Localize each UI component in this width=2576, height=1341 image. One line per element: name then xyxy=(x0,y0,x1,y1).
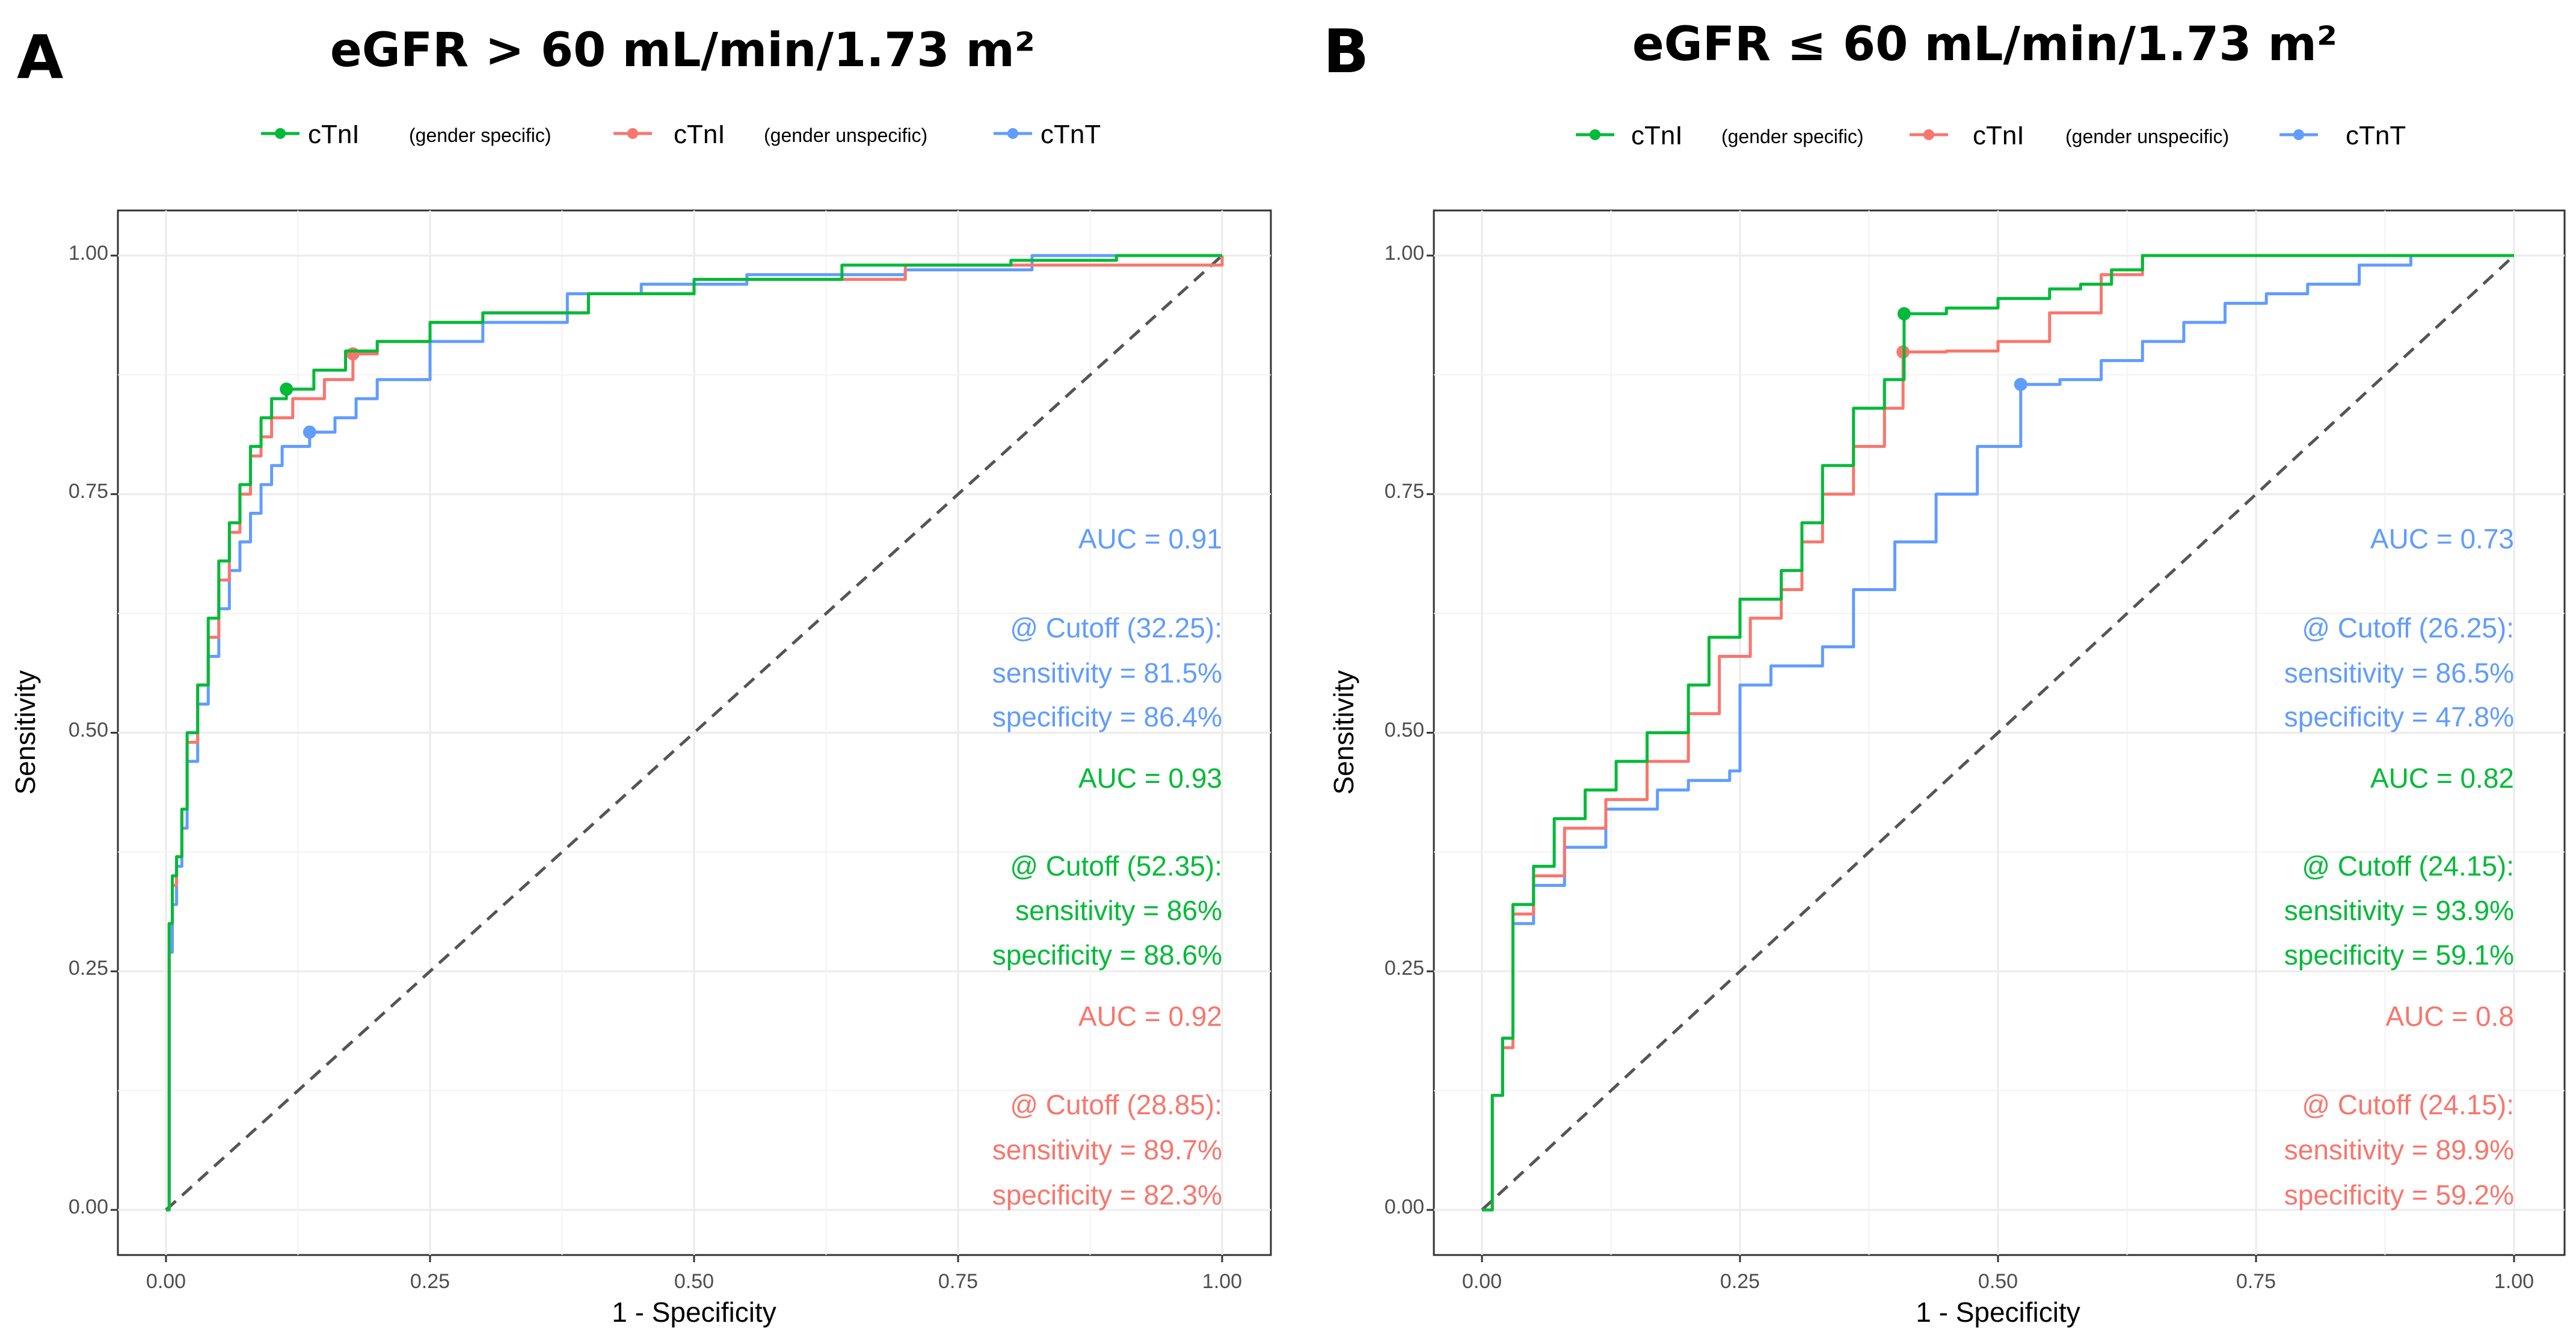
cutoff-point-ctnt xyxy=(2014,378,2027,391)
panel-a-letter: A xyxy=(17,22,63,93)
legend-item-ctni-gender-unspecific: cTnI (gender unspecific) xyxy=(613,120,927,149)
legend-qualifier: (gender specific) xyxy=(1721,126,1864,147)
specificity-label: specificity = 47.8% xyxy=(2284,701,2514,732)
legend-point xyxy=(275,128,286,139)
x-tick-label: 0.25 xyxy=(410,1270,450,1293)
panel-b-y-axis-label: Sensitivity xyxy=(1328,670,1359,794)
panel-b-annotations: AUC = 0.73 @ Cutoff (26.25): sensitivity… xyxy=(2284,523,2514,1211)
legend-item-ctnt: cTnT xyxy=(994,120,1101,149)
y-tick-label: 0.50 xyxy=(1385,719,1424,741)
panel-a-y-ticks: 0.00 0.25 0.50 0.75 1.00 xyxy=(69,242,108,1218)
y-tick-label: 1.00 xyxy=(69,242,108,265)
panel-b-title: eGFR ≤ 60 mL/min/1.73 m² xyxy=(1632,17,2337,72)
specificity-label: specificity = 59.1% xyxy=(2284,939,2514,971)
x-tick-label: 0.25 xyxy=(1720,1270,1760,1293)
legend-label: cTnT xyxy=(1041,120,1101,149)
specificity-label: specificity = 59.2% xyxy=(2284,1179,2514,1211)
specificity-label: specificity = 86.4% xyxy=(992,701,1222,732)
legend-qualifier: (gender specific) xyxy=(409,124,552,146)
auc-label: AUC = 0.73 xyxy=(2370,523,2514,554)
x-tick-label: 0.75 xyxy=(938,1270,978,1293)
x-tick-label: 1.00 xyxy=(1202,1270,1242,1293)
legend-point xyxy=(1923,129,1934,140)
panel-b-letter: B xyxy=(1323,16,1369,87)
sensitivity-label: sensitivity = 93.9% xyxy=(2284,895,2514,926)
panel-a: A eGFR > 60 mL/min/1.73 m² cTnI (gender … xyxy=(10,22,1272,1328)
auc-label: AUC = 0.92 xyxy=(1078,1001,1222,1032)
legend-label: cTnT xyxy=(2346,121,2406,150)
x-tick-label: 0.00 xyxy=(1462,1270,1502,1293)
x-tick-label: 0.00 xyxy=(146,1270,186,1293)
y-tick-label: 0.25 xyxy=(69,957,108,980)
panel-b-legend: cTnI (gender specific) cTnI (gender unsp… xyxy=(1576,121,2406,150)
panel-a-annotations: AUC = 0.91 @ Cutoff (32.25): sensitivity… xyxy=(992,523,1222,1211)
legend-label: cTnI xyxy=(674,120,725,149)
roc-curve-ctnt xyxy=(1482,254,2514,1212)
cutoff-label: @ Cutoff (24.15): xyxy=(2302,850,2514,882)
panel-a-tick-marks xyxy=(111,254,1223,1262)
cutoff-point-ctni-gender-specific xyxy=(280,382,294,396)
panel-a-title: eGFR > 60 mL/min/1.73 m² xyxy=(330,23,1035,78)
y-tick-label: 0.75 xyxy=(1385,480,1424,503)
auc-label: AUC = 0.8 xyxy=(2386,1001,2515,1032)
specificity-label: specificity = 88.6% xyxy=(992,939,1222,971)
reference-diagonal-line xyxy=(1481,254,2515,1211)
cutoff-point-ctnt xyxy=(303,425,316,439)
cutoff-label: @ Cutoff (28.85): xyxy=(1010,1089,1222,1120)
y-tick-label: 0.50 xyxy=(69,719,108,741)
legend-item-ctni-gender-specific: cTnI (gender specific) xyxy=(261,120,552,149)
panel-a-x-axis-label: 1 - Specificity xyxy=(612,1297,776,1328)
cutoff-label: @ Cutoff (24.15): xyxy=(2302,1089,2514,1120)
cutoff-label: @ Cutoff (26.25): xyxy=(2302,612,2514,643)
cutoff-point-ctni-gender-unspecific xyxy=(346,347,360,361)
x-tick-label: 0.50 xyxy=(1978,1270,2018,1293)
panel-a-x-ticks: 0.00 0.25 0.50 0.75 1.00 xyxy=(146,1270,1242,1293)
y-tick-label: 1.00 xyxy=(1385,242,1424,265)
x-tick-label: 0.50 xyxy=(674,1270,714,1293)
legend-label: cTnI xyxy=(1973,121,2024,150)
auc-label: AUC = 0.91 xyxy=(1078,523,1222,554)
roc-curve-ctni-gender-specific xyxy=(166,254,1222,1212)
sensitivity-label: sensitivity = 89.7% xyxy=(992,1134,1222,1165)
legend-label: cTnI xyxy=(308,120,360,149)
auc-label: AUC = 0.93 xyxy=(1078,763,1222,794)
x-tick-label: 0.75 xyxy=(2236,1270,2276,1293)
panel-b-x-ticks: 0.00 0.25 0.50 0.75 1.00 xyxy=(1462,1270,2534,1293)
legend-item-ctnt: cTnT xyxy=(2279,121,2406,150)
legend-point xyxy=(1590,129,1600,140)
y-tick-label: 0.00 xyxy=(1385,1195,1424,1218)
legend-item-ctni-gender-unspecific: cTnI (gender unspecific) xyxy=(1910,121,2229,150)
legend-point xyxy=(1007,128,1018,139)
sensitivity-label: sensitivity = 81.5% xyxy=(992,657,1222,689)
specificity-label: specificity = 82.3% xyxy=(992,1179,1222,1211)
legend-label: cTnI xyxy=(1631,121,1683,150)
legend-point xyxy=(2293,129,2304,140)
legend-point xyxy=(627,128,638,139)
legend-item-ctni-gender-specific: cTnI (gender specific) xyxy=(1576,121,1864,150)
panel-a-gridlines xyxy=(118,210,1271,1255)
y-tick-label: 0.75 xyxy=(69,480,108,503)
panel-b-tick-marks xyxy=(1427,254,2515,1262)
legend-qualifier: (gender unspecific) xyxy=(764,124,927,146)
roc-curve-ctni-gender-specific xyxy=(1482,254,2514,1212)
panel-b: B eGFR ≤ 60 mL/min/1.73 m² cTnI (gender … xyxy=(1323,16,2566,1328)
cutoff-point-ctni-gender-specific xyxy=(1897,307,1911,321)
sensitivity-label: sensitivity = 86.5% xyxy=(2284,657,2514,689)
panel-a-series xyxy=(165,254,1224,1212)
panel-a-legend: cTnI (gender specific) cTnI (gender unsp… xyxy=(261,120,1101,149)
y-tick-label: 0.25 xyxy=(1385,957,1424,980)
panel-b-series xyxy=(1481,254,2515,1212)
panel-a-y-axis-label: Sensitivity xyxy=(10,670,41,794)
sensitivity-label: sensitivity = 86% xyxy=(1015,895,1222,926)
legend-qualifier: (gender unspecific) xyxy=(2065,126,2229,147)
sensitivity-label: sensitivity = 89.9% xyxy=(2284,1134,2514,1165)
panel-b-y-ticks: 0.00 0.25 0.50 0.75 1.00 xyxy=(1385,242,1424,1218)
y-tick-label: 0.00 xyxy=(69,1195,108,1218)
auc-label: AUC = 0.82 xyxy=(2370,763,2514,794)
cutoff-label: @ Cutoff (52.35): xyxy=(1010,850,1222,882)
x-tick-label: 1.00 xyxy=(2494,1270,2534,1293)
panel-b-x-axis-label: 1 - Specificity xyxy=(1916,1297,2080,1328)
cutoff-label: @ Cutoff (32.25): xyxy=(1010,612,1222,643)
